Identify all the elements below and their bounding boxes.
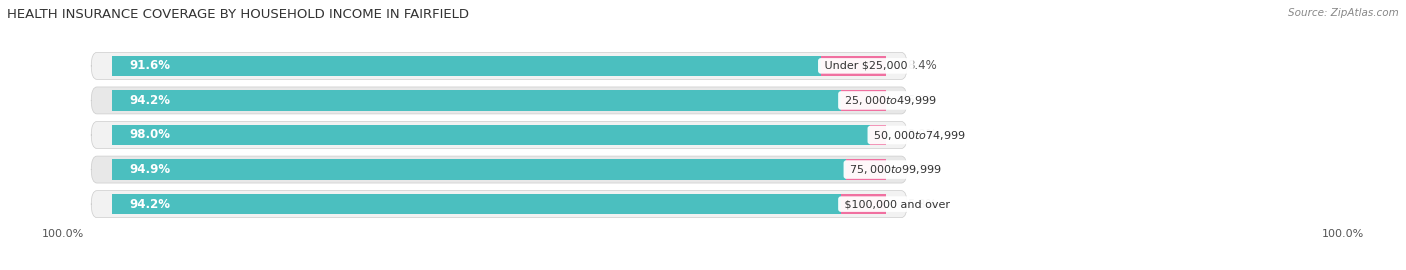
Bar	[821, 56, 886, 76]
FancyBboxPatch shape	[91, 156, 907, 183]
Text: 5.1%: 5.1%	[907, 163, 936, 176]
Bar	[112, 125, 870, 145]
Bar	[112, 159, 846, 180]
Text: $50,000 to $74,999: $50,000 to $74,999	[870, 129, 967, 141]
FancyBboxPatch shape	[91, 52, 907, 79]
Bar	[841, 90, 886, 111]
Text: HEALTH INSURANCE COVERAGE BY HOUSEHOLD INCOME IN FAIRFIELD: HEALTH INSURANCE COVERAGE BY HOUSEHOLD I…	[7, 8, 470, 21]
Text: $75,000 to $99,999: $75,000 to $99,999	[846, 163, 943, 176]
Text: 100.0%: 100.0%	[42, 229, 84, 239]
Text: 94.2%: 94.2%	[129, 198, 170, 211]
Bar	[112, 56, 821, 76]
Text: 91.6%: 91.6%	[129, 59, 170, 72]
Text: 100.0%: 100.0%	[1322, 229, 1364, 239]
Text: 2.0%: 2.0%	[907, 129, 936, 141]
Text: $100,000 and over: $100,000 and over	[841, 199, 953, 209]
Text: Source: ZipAtlas.com: Source: ZipAtlas.com	[1288, 8, 1399, 18]
Bar	[112, 194, 841, 214]
Bar	[846, 159, 886, 180]
Text: 8.4%: 8.4%	[907, 59, 936, 72]
Text: 5.8%: 5.8%	[907, 94, 936, 107]
Text: 94.2%: 94.2%	[129, 94, 170, 107]
Text: Under $25,000: Under $25,000	[821, 61, 911, 71]
FancyBboxPatch shape	[91, 191, 907, 218]
Text: 98.0%: 98.0%	[129, 129, 170, 141]
Bar	[870, 125, 886, 145]
Text: 5.8%: 5.8%	[907, 198, 936, 211]
Bar	[112, 90, 841, 111]
FancyBboxPatch shape	[91, 87, 907, 114]
FancyBboxPatch shape	[91, 122, 907, 148]
Bar	[841, 194, 886, 214]
Text: 94.9%: 94.9%	[129, 163, 170, 176]
Text: $25,000 to $49,999: $25,000 to $49,999	[841, 94, 938, 107]
